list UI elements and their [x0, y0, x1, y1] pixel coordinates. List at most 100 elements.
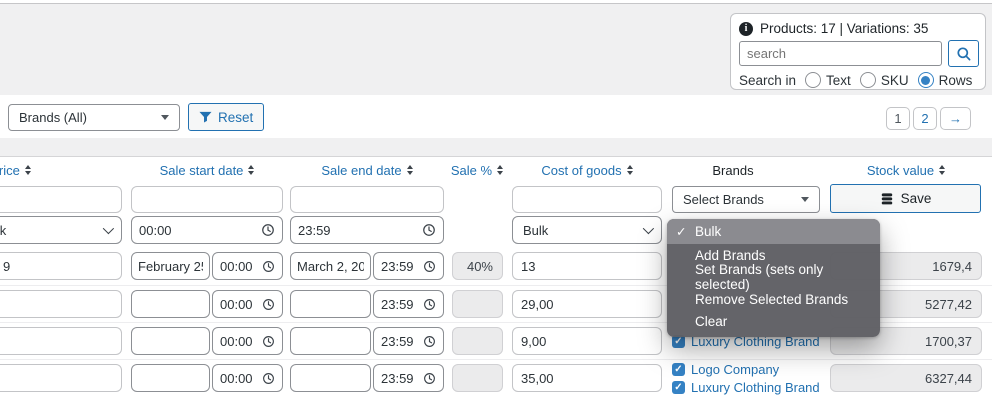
menu-item-add-brands[interactable]: Add Brands — [695, 247, 766, 263]
menu-item-remove-selected-brands[interactable]: Remove Selected Brands — [695, 291, 849, 307]
checkbox-checked-icon[interactable]: ✓ — [672, 334, 685, 348]
menu-item-bulk[interactable]: ✓ Bulk — [667, 219, 880, 244]
end-time-input[interactable]: 23:59 — [373, 327, 444, 355]
sort-icon — [248, 165, 255, 175]
mid-background-band — [0, 138, 992, 156]
brand-link[interactable]: ✓ Logo Company — [672, 362, 820, 377]
menu-item-clear[interactable]: Clear — [695, 313, 728, 329]
brand-link[interactable]: ✓ Luxury Clothing Brand — [672, 380, 820, 395]
save-button[interactable]: Save — [830, 184, 981, 213]
caret-down-icon — [161, 115, 169, 120]
sale-price-input[interactable] — [0, 290, 122, 318]
brand-link[interactable]: ✓ Luxury Clothing Brand — [672, 334, 820, 349]
sort-icon — [939, 165, 946, 175]
search-input[interactable] — [739, 41, 942, 66]
header-stock-value[interactable]: Stock value — [830, 156, 982, 184]
start-time-input[interactable]: 00:00 — [212, 364, 283, 392]
checkbox-checked-icon[interactable]: ✓ — [672, 362, 685, 376]
header-cost-of-goods[interactable]: Cost of goods — [512, 156, 662, 184]
clock-icon — [263, 335, 274, 347]
radio-text[interactable] — [805, 72, 822, 88]
header-sale-start-date[interactable]: Sale start date — [131, 156, 283, 184]
sale-price-input[interactable] — [0, 327, 122, 355]
info-icon: i — [739, 21, 753, 36]
pagination-next-button[interactable]: → — [940, 107, 971, 130]
cost-of-goods-input[interactable] — [512, 290, 662, 318]
cost-of-goods-input[interactable] — [512, 327, 662, 355]
bulk-price-select[interactable]: Bulk — [0, 216, 122, 244]
table-row: 00:00 23:59 ✓ Luxury Clothing Brand 1700… — [0, 322, 992, 359]
filter-cost-input[interactable] — [512, 186, 662, 213]
start-date-input[interactable] — [131, 252, 210, 280]
end-time-input[interactable]: 23:59 — [373, 364, 444, 392]
pagination-page-1[interactable]: 1 — [886, 107, 910, 130]
radio-sku-label[interactable]: SKU — [880, 72, 909, 88]
sale-pct-readonly — [452, 290, 503, 318]
start-date-input[interactable] — [131, 290, 210, 318]
products-summary-line: i Products: 17 | Variations: 35 — [739, 21, 928, 36]
end-date-input[interactable] — [290, 290, 371, 318]
start-time-input[interactable]: 00:00 — [212, 290, 283, 318]
database-icon — [881, 192, 892, 204]
end-date-input[interactable] — [290, 252, 371, 280]
radio-rows[interactable] — [917, 72, 934, 88]
sale-pct-readonly — [452, 364, 503, 392]
reset-button[interactable]: Reset — [188, 103, 265, 131]
select-brands-dropdown[interactable]: Select Brands — [672, 186, 820, 213]
cost-of-goods-input[interactable] — [512, 364, 662, 392]
checkbox-checked-icon[interactable]: ✓ — [672, 380, 685, 394]
info-search-panel: i Products: 17 | Variations: 35 Search i… — [730, 13, 986, 90]
sale-price-input[interactable] — [0, 364, 122, 392]
clock-icon — [263, 298, 274, 310]
stock-value-readonly: 6327,44 — [830, 364, 982, 392]
caret-down-icon — [801, 197, 809, 202]
clock-icon — [262, 224, 274, 236]
start-date-input[interactable] — [131, 327, 210, 355]
bulk-cost-select[interactable]: Bulk — [512, 216, 662, 244]
check-icon: ✓ — [676, 225, 687, 239]
sale-pct-readonly: 40% — [452, 252, 503, 280]
radio-sku[interactable] — [859, 72, 876, 88]
reset-label: Reset — [218, 109, 254, 125]
end-date-input[interactable] — [290, 364, 371, 392]
header-brands: Brands — [712, 162, 754, 178]
start-time-input[interactable]: 00:00 — [212, 327, 283, 355]
clock-icon — [424, 260, 435, 272]
brands-filter-value: Brands (All) — [19, 110, 87, 125]
search-button[interactable] — [948, 40, 979, 67]
cost-of-goods-input[interactable] — [512, 252, 662, 280]
search-in-label: Search in — [739, 72, 797, 88]
menu-item-set-brands[interactable]: Set Brands (sets only selected) — [695, 262, 824, 292]
bulk-action-dropdown-menu: ✓ Bulk Add Brands Set Brands (sets only … — [667, 219, 880, 337]
filter-start-date-input[interactable] — [131, 186, 283, 213]
clock-icon — [424, 298, 435, 310]
pagination-page-2[interactable]: 2 — [913, 107, 937, 130]
start-date-input[interactable] — [131, 364, 210, 392]
bulk-end-time-input[interactable]: 23:59 — [290, 216, 444, 244]
bulk-start-time-input[interactable]: 00:00 — [131, 216, 283, 244]
radio-text-label[interactable]: Text — [826, 72, 851, 88]
search-in-group: Search in Text SKU Rows — [739, 72, 972, 88]
header-sale-pct[interactable]: Sale % — [444, 156, 510, 184]
brands-cell: ✓ Luxury Clothing Brand — [667, 323, 820, 359]
radio-rows-label[interactable]: Rows — [938, 72, 973, 88]
end-time-input[interactable]: 23:59 — [373, 290, 444, 318]
header-sale-end-date[interactable]: Sale end date — [290, 156, 444, 184]
sort-icon — [497, 165, 504, 175]
filter-sale-price-input[interactable] — [0, 186, 122, 213]
end-time-input[interactable]: 23:59 — [373, 252, 444, 280]
sort-icon — [24, 165, 31, 175]
header-sale-price[interactable]: Sale price — [0, 156, 31, 184]
clock-icon — [263, 260, 274, 272]
start-time-input[interactable]: 00:00 — [212, 252, 283, 280]
clock-icon — [424, 335, 435, 347]
filter-end-date-input[interactable] — [290, 186, 444, 213]
chevron-down-icon — [102, 222, 115, 235]
sale-price-input[interactable] — [0, 252, 122, 280]
table-row: 00:00 23:59 ✓ Logo Company ✓ Luxury Clot… — [0, 359, 992, 396]
end-date-input[interactable] — [290, 327, 371, 355]
clock-icon — [424, 372, 435, 384]
brands-filter-select[interactable]: Brands (All) — [8, 104, 180, 131]
chevron-down-icon — [642, 222, 655, 235]
